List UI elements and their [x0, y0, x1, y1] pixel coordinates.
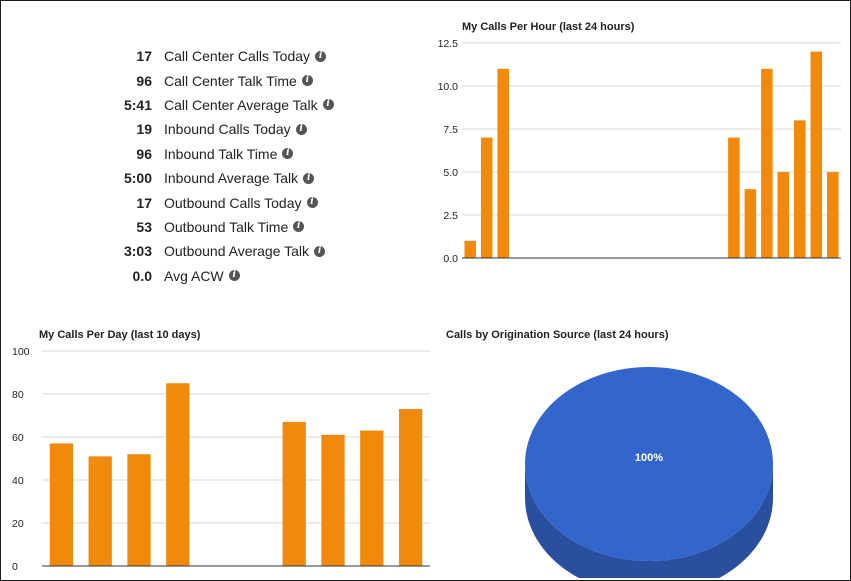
y-tick-label: 10.0 [438, 81, 459, 93]
stat-value: 96 [136, 72, 152, 89]
stat-row: 19 Inbound Calls Today i [96, 117, 426, 141]
y-tick-label: 12.5 [438, 38, 459, 50]
calls-per-hour-chart: My Calls Per Hour (last 24 hours) 0.0 2.5 5… [438, 21, 841, 265]
chart-title: My Calls Per Day (last 10 days) [39, 329, 201, 341]
stat-value: 17 [136, 194, 152, 211]
bar [127, 454, 151, 566]
bar [794, 120, 806, 259]
calls-per-day-chart: My Calls Per Day (last 10 days) 0 20 40 60 80… [12, 329, 430, 573]
bar [826, 172, 839, 258]
stat-label: Outbound Talk Time [164, 218, 289, 235]
bar [497, 68, 509, 258]
y-tick-label: 20 [12, 518, 24, 530]
info-icon[interactable]: i [303, 172, 315, 184]
stat-row: 17 Outbound Calls Today i [96, 190, 426, 214]
stat-label: Inbound Talk Time [164, 145, 278, 162]
pie-slice [525, 367, 773, 561]
calls-by-source-chart: Calls by Origination Source (last 24 hou… [446, 329, 773, 578]
stat-label: Avg ACW [164, 267, 224, 284]
stat-label: Outbound Calls Today [164, 194, 302, 211]
info-icon[interactable]: i [295, 123, 307, 135]
stat-row: 96 Inbound Talk Time i [96, 142, 426, 166]
pie-slice-label: 100% [635, 452, 663, 464]
bar [166, 383, 190, 566]
stat-label: Call Center Talk Time [164, 72, 297, 89]
bar [464, 240, 477, 258]
bar [321, 434, 345, 566]
info-icon[interactable]: i [293, 221, 305, 233]
y-tick-label: 100 [12, 346, 30, 358]
stat-row: 0.0 Avg ACW i [96, 264, 426, 288]
stat-row: 17 Call Center Calls Today i [96, 44, 426, 68]
stat-value: 5:00 [123, 170, 152, 187]
y-tick-label: 0 [12, 561, 18, 573]
stat-value: 19 [136, 121, 152, 138]
y-tick-label: 60 [12, 432, 24, 444]
y-tick-label: 80 [12, 389, 24, 401]
stats-panel: 17 Call Center Calls Today i 96 Call Center … [96, 44, 426, 288]
y-tick-label: 0.0 [443, 253, 458, 265]
chart-title: My Calls Per Hour (last 24 hours) [462, 21, 635, 33]
pie-slice-side [525, 464, 773, 578]
bar [777, 172, 790, 258]
stat-value: 17 [136, 48, 152, 65]
info-icon[interactable]: i [301, 75, 313, 87]
stat-value: 0.0 [132, 267, 152, 284]
stat-label: Outbound Average Talk [164, 243, 310, 260]
info-icon[interactable]: i [282, 148, 294, 160]
stat-row: 5:41 Call Center Average Talk i [96, 93, 426, 117]
stat-row: 96 Call Center Talk Time i [96, 68, 426, 92]
chart-title: Calls by Origination Source (last 24 hou… [446, 329, 669, 341]
info-icon[interactable]: i [315, 50, 327, 62]
bar [398, 409, 423, 566]
stat-row: 3:03 Outbound Average Talk i [96, 239, 426, 263]
stat-label: Call Center Average Talk [164, 96, 318, 113]
bar [88, 456, 112, 566]
stat-row: 53 Outbound Talk Time i [96, 215, 426, 239]
y-tick-label: 2.5 [443, 210, 458, 222]
y-tick-label: 40 [12, 475, 24, 487]
info-icon[interactable]: i [228, 270, 240, 282]
bar [728, 137, 740, 258]
bar [761, 68, 773, 258]
stat-value: 96 [136, 145, 152, 162]
stat-label: Call Center Calls Today [164, 48, 311, 65]
stat-label: Inbound Calls Today [164, 121, 291, 138]
stat-row: 5:00 Inbound Average Talk i [96, 166, 426, 190]
bar [360, 430, 384, 566]
y-tick-label: 5.0 [443, 167, 458, 179]
stat-label: Inbound Average Talk [164, 170, 299, 187]
bar [49, 443, 74, 566]
stat-value: 53 [136, 218, 152, 235]
info-icon[interactable]: i [314, 245, 326, 257]
bar [810, 51, 823, 258]
bar [480, 137, 493, 258]
stat-value: 5:41 [123, 96, 152, 113]
bar [744, 189, 757, 258]
info-icon[interactable]: i [306, 197, 318, 209]
info-icon[interactable]: i [322, 99, 334, 111]
stat-value: 3:03 [123, 243, 152, 260]
bar [282, 421, 306, 566]
y-tick-label: 7.5 [443, 124, 458, 136]
